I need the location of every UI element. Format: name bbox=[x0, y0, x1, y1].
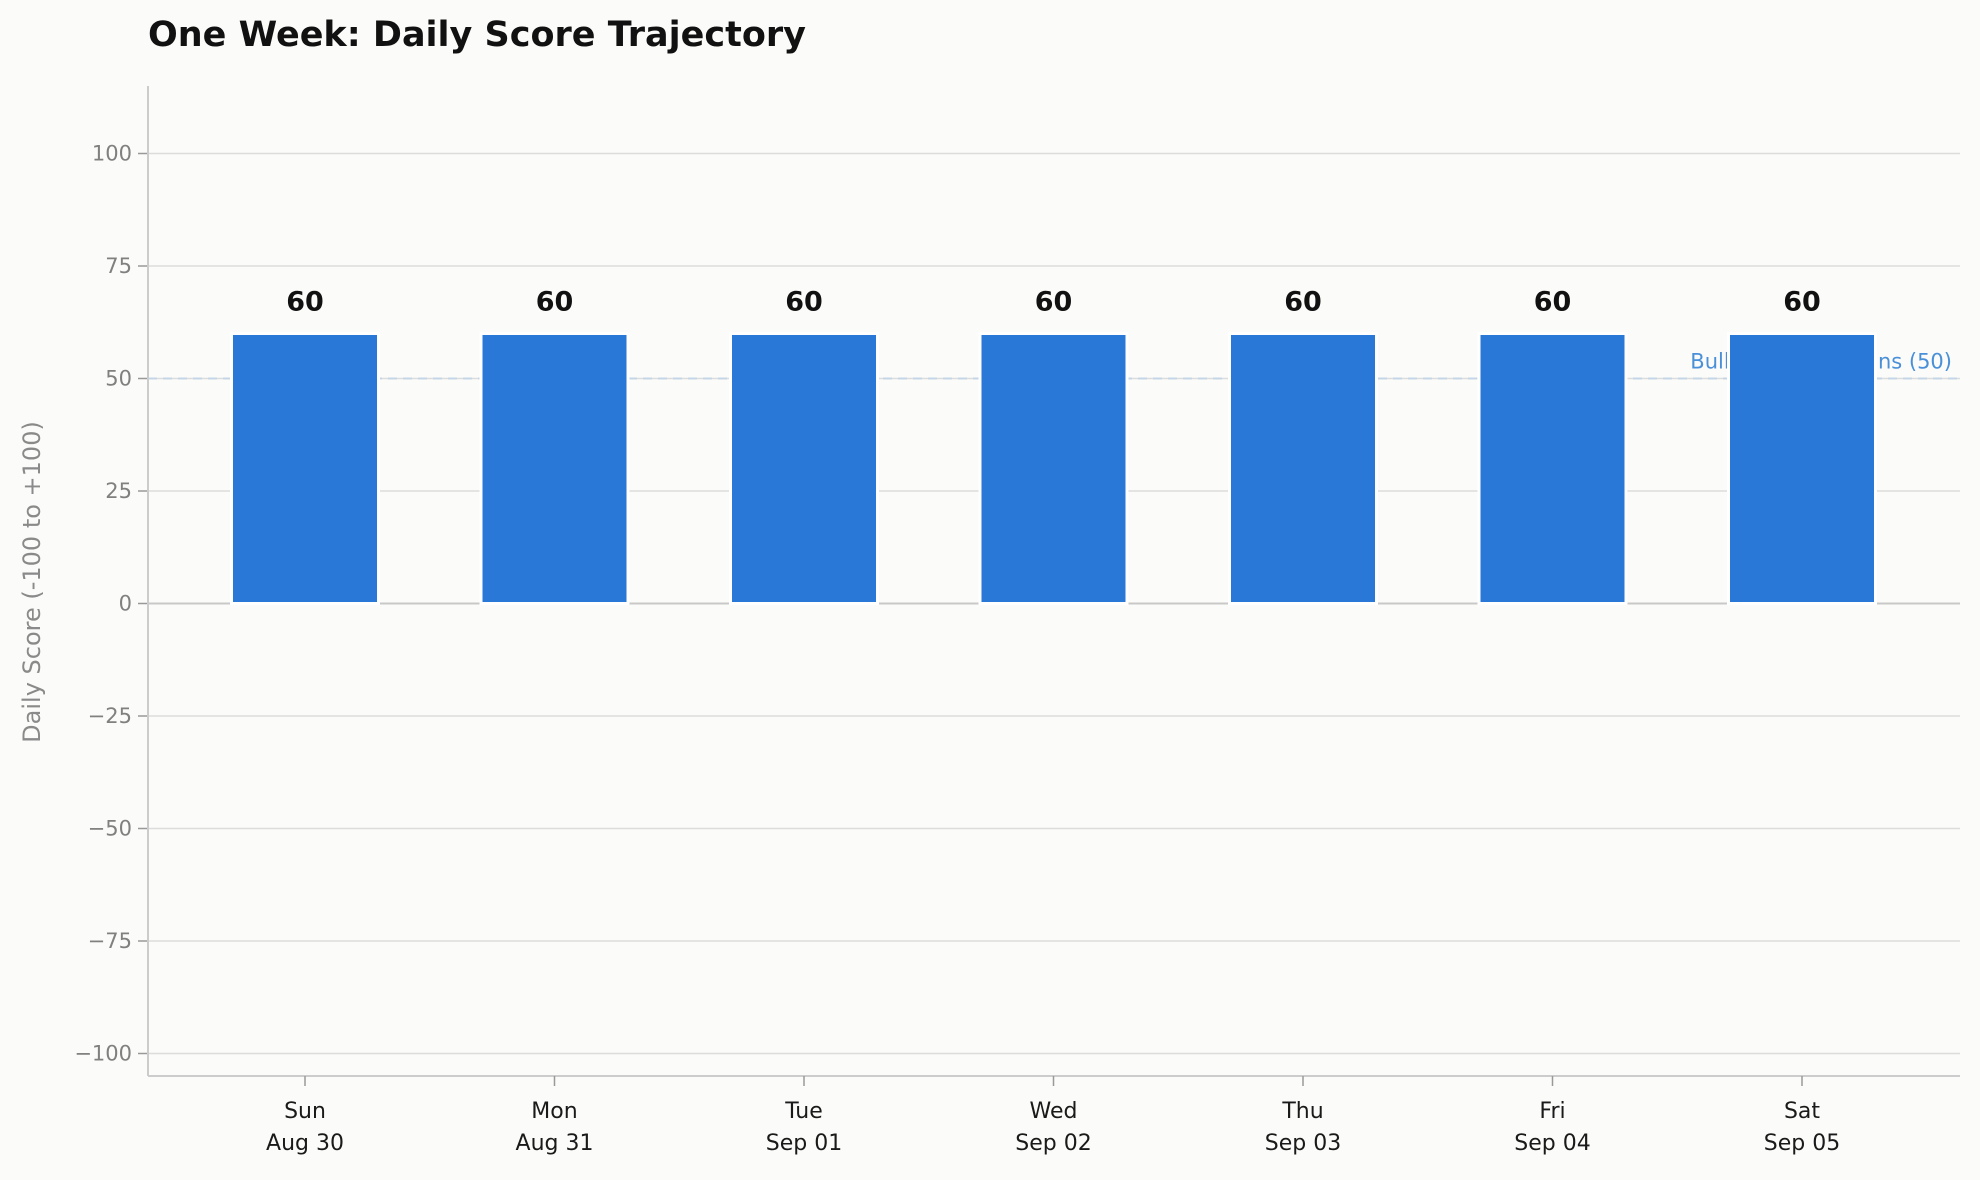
x-tick-date: Sep 03 bbox=[1265, 1131, 1341, 1156]
data-label: 60 bbox=[1783, 287, 1821, 318]
x-tick-label: Tue Sep 01 bbox=[766, 1099, 842, 1156]
x-tick-date: Sep 02 bbox=[1015, 1131, 1091, 1156]
x-tick-day: Sun bbox=[284, 1099, 326, 1124]
data-label: 60 bbox=[785, 287, 823, 318]
x-tick-day: Mon bbox=[531, 1099, 577, 1124]
chart-title: One Week: Daily Score Trajectory bbox=[148, 15, 806, 55]
x-tick-date: Sep 04 bbox=[1514, 1131, 1590, 1156]
y-tick-label: −25 bbox=[88, 704, 132, 728]
data-label: 60 bbox=[1284, 287, 1322, 318]
x-tick-label: Wed Sep 02 bbox=[1015, 1099, 1091, 1156]
data-label: 60 bbox=[1534, 287, 1572, 318]
bar bbox=[1228, 332, 1378, 605]
x-tick-day: Tue bbox=[784, 1099, 823, 1124]
y-tick-label: 0 bbox=[119, 592, 132, 616]
x-tick-label: Thu Sep 03 bbox=[1265, 1099, 1341, 1156]
y-tick-label: 25 bbox=[105, 479, 132, 503]
bar bbox=[1477, 332, 1628, 605]
y-tick-label: 100 bbox=[92, 142, 132, 166]
bar bbox=[729, 332, 879, 605]
y-tick-label: −100 bbox=[74, 1042, 132, 1066]
x-tick-date: Sep 05 bbox=[1764, 1131, 1840, 1156]
y-tick-label: −50 bbox=[88, 817, 132, 841]
x-tick-date: Aug 30 bbox=[266, 1131, 344, 1156]
data-label: 60 bbox=[536, 287, 574, 318]
y-tick-label: 75 bbox=[105, 254, 132, 278]
x-tick-day: Wed bbox=[1030, 1099, 1078, 1124]
x-tick-date: Sep 01 bbox=[766, 1131, 842, 1156]
data-label: 60 bbox=[286, 287, 324, 318]
x-tick-day: Fri bbox=[1539, 1099, 1565, 1124]
x-tick-label: Fri Sep 04 bbox=[1514, 1099, 1590, 1156]
bar bbox=[230, 332, 380, 605]
axis-layer: −100 −75 −50 −25 0 25 50 75 100 Sun Aug 30 Mon Aug 3… bbox=[74, 86, 1960, 1156]
x-tick-label: Sun Aug 30 bbox=[266, 1099, 344, 1156]
data-label-layer: 60 60 60 60 60 60 60 bbox=[286, 287, 1821, 318]
x-tick-day: Sat bbox=[1784, 1099, 1820, 1124]
x-tick-day: Thu bbox=[1281, 1099, 1323, 1124]
y-tick-label: −75 bbox=[88, 929, 132, 953]
bar bbox=[479, 332, 630, 605]
y-tick-label: 50 bbox=[105, 367, 132, 391]
x-tick-label: Mon Aug 31 bbox=[516, 1099, 594, 1156]
bar-layer bbox=[230, 332, 1877, 605]
x-tick-label: Sat Sep 05 bbox=[1764, 1099, 1840, 1156]
x-tick-date: Aug 31 bbox=[516, 1131, 594, 1156]
bar bbox=[1727, 332, 1877, 605]
y-axis-label: Daily Score (-100 to +100) bbox=[18, 421, 46, 743]
data-label: 60 bbox=[1035, 287, 1073, 318]
bar bbox=[978, 332, 1129, 605]
